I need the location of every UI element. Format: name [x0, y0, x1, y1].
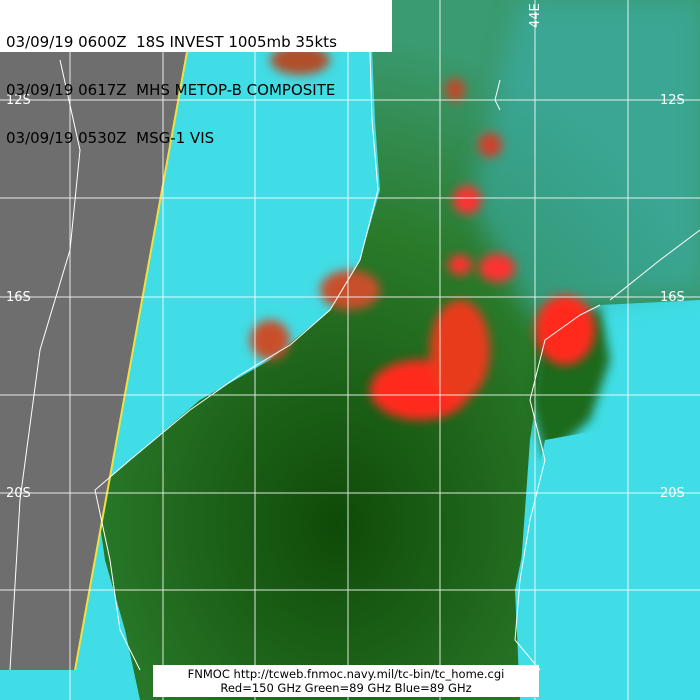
lat-label-12s-right: 12S [660, 93, 685, 108]
header-caption: 03/09/19 0600Z 18S INVEST 1005mb 35kts 0… [0, 0, 392, 146]
footer-line-1: FNMOC http://tcweb.fnmoc.navy.mil/tc-bin… [187, 667, 505, 681]
footer-caption: FNMOC http://tcweb.fnmoc.navy.mil/tc-bin… [153, 665, 539, 697]
swath-edge [74, 51, 188, 671]
coastline [9, 51, 700, 671]
lat-label-12s-left: 12S [6, 93, 31, 108]
footer-line-2: Red=150 GHz Green=89 GHz Blue=89 GHz [220, 681, 472, 695]
header-line-3: 03/09/19 0530Z MSG-1 VIS [6, 129, 215, 147]
ocean-east [515, 420, 700, 700]
lat-label-16s-right: 16S [660, 290, 685, 305]
lon-label-44e: 44E [528, 3, 543, 28]
lat-label-20s-left: 20S [6, 486, 31, 501]
header-line-2: 03/09/19 0617Z MHS METOP-B COMPOSITE [6, 81, 336, 99]
ocean-channel [470, 0, 700, 330]
vis-swath [0, 52, 187, 670]
lat-label-16s-left: 16S [6, 290, 31, 305]
convection-cells [250, 45, 595, 420]
lat-label-20s-right: 20S [660, 486, 685, 501]
header-line-1: 03/09/19 0600Z 18S INVEST 1005mb 35kts [6, 33, 337, 51]
